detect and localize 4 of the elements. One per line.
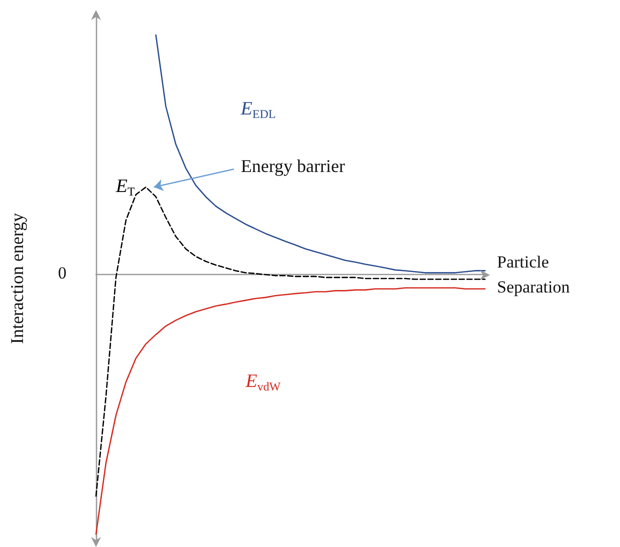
x-axis-title: Particle Separation: [497, 252, 570, 297]
y-axis-title: Interaction energy: [7, 212, 27, 344]
annotation: Energy barrier: [240, 156, 345, 176]
text: 0: [58, 264, 66, 283]
